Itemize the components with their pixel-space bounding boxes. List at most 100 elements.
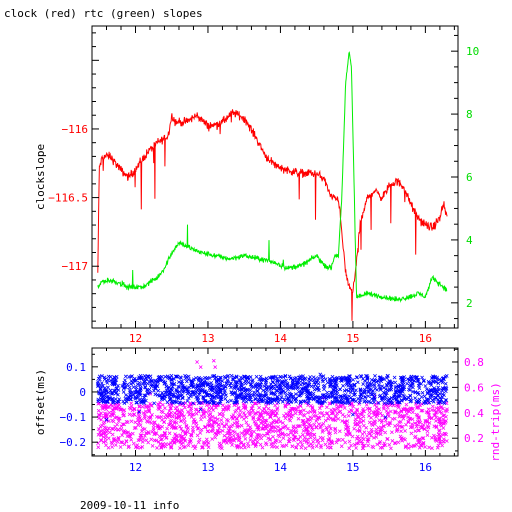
rnd-trip-point [265,431,269,436]
rnd-trip-point [168,406,173,411]
rnd-trip-point [260,445,265,450]
rnd-trip-point [115,439,120,444]
offset-point [311,391,316,396]
offset-point [149,384,154,389]
offset-point [190,380,194,384]
rnd-trip-point [320,438,325,443]
rnd-trip-point [118,407,123,412]
rnd-trip-point [215,417,220,422]
rnd-trip-point [99,433,104,438]
rnd-trip-point [404,411,409,416]
rnd-trip-point [360,436,365,440]
offset-point [197,401,201,405]
offset-point [362,378,367,383]
offset-point [153,392,158,397]
offset-point [315,387,319,392]
rnd-trip-point [210,415,215,419]
offset-point [137,410,141,414]
rnd-trip-point [396,440,401,445]
offset-point [281,389,286,394]
rnd-trip-point [171,436,176,441]
offset-point [337,399,342,404]
rnd-trip-point [190,413,195,417]
offset-point [105,395,109,400]
offset-point [350,397,355,402]
rnd-trip-point [252,419,257,424]
rnd-trip-point [291,406,296,411]
rnd-trip-point [269,424,274,429]
offset-point [327,393,331,398]
rnd-trip-point [321,428,325,433]
rnd-trip-point [404,408,409,413]
offset-point [283,374,288,379]
rnd-trip-point [352,426,357,431]
rnd-trip-point [184,424,189,429]
rnd-trip-point [308,409,313,414]
offset-point [248,382,253,386]
offset-point [389,398,394,403]
offset-point [372,379,376,384]
rnd-trip-point [417,416,421,421]
offset-point [122,385,127,390]
rnd-trip-point [172,421,177,425]
offset-point [165,374,170,379]
offset-point [218,399,223,404]
rnd-trip-point [389,409,393,414]
rnd-trip-point [137,404,142,408]
offset-point [371,389,375,393]
rnd-trip-point [141,411,146,415]
rnd-trip-point [182,417,187,422]
rnd-trip-point [427,445,431,450]
rnd-trip-point [96,445,101,450]
rnd-trip-point [264,418,269,423]
rnd-trip-point [324,425,329,430]
offset-point [378,393,383,398]
rnd-trip-point [132,407,137,411]
rnd-trip-point [195,360,199,364]
offset-point [201,389,205,393]
offset-point [184,374,189,379]
rnd-trip-point [314,444,319,449]
rnd-trip-point [138,423,143,428]
offset-point [325,390,330,395]
rnd-trip-point [141,437,146,441]
offset-point [364,374,368,378]
offset-point [188,394,193,399]
offset-point [370,392,375,397]
rnd-trip-point [132,426,137,430]
offset-point [116,388,121,392]
offset-point [105,381,110,385]
offset-point [396,383,401,388]
offset-point [422,394,427,399]
offset-point [354,399,358,404]
rnd-trip-point [328,416,333,421]
offset-point [110,397,115,402]
offset-point [400,375,405,380]
rnd-trip-point [138,419,143,423]
rnd-trip-point [230,415,234,419]
offset-point [345,381,350,385]
offset-point [349,390,353,395]
offset-point [106,374,111,379]
rnd-trip-point [256,436,261,440]
rtc-slope-series-line [97,51,448,303]
rnd-trip-point [347,446,352,451]
offset-point [177,385,182,389]
rnd-trip-point [246,423,250,428]
rnd-trip-point [343,420,347,425]
rnd-trip-point [292,407,297,411]
rnd-trip-point [254,442,258,447]
offset-point [191,401,195,406]
x-tick-label: 14 [274,332,288,345]
rnd-trip-point [161,402,165,407]
offset-point [98,387,103,392]
rnd-trip-point [161,433,165,438]
rnd-trip-point [380,445,385,450]
offset-point [385,401,390,406]
rnd-trip-point [346,428,351,433]
offset-point [311,397,316,402]
offset-point [424,387,429,392]
offset-point [416,379,420,383]
rnd-trip-point [354,410,358,415]
offset-point [138,373,143,378]
